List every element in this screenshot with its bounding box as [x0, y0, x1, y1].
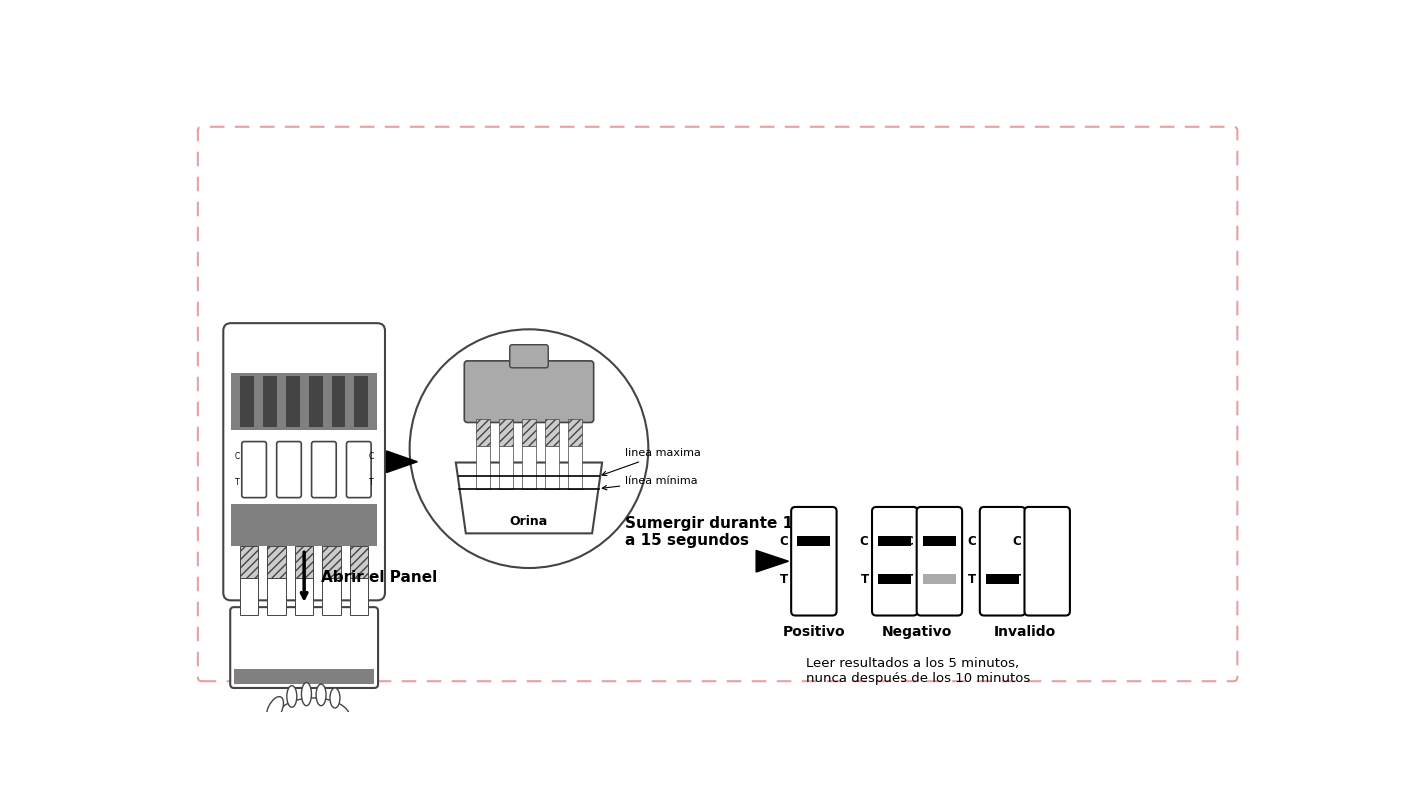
Text: linea maxima: linea maxima	[602, 448, 700, 476]
Text: Orina: Orina	[510, 514, 548, 527]
Polygon shape	[455, 462, 602, 534]
Bar	[923, 536, 955, 546]
Bar	[499, 419, 513, 446]
Ellipse shape	[266, 697, 283, 722]
Bar	[308, 376, 322, 427]
Ellipse shape	[277, 698, 350, 737]
Bar	[268, 578, 286, 615]
Bar	[240, 376, 254, 427]
Bar	[923, 574, 955, 584]
Polygon shape	[387, 451, 417, 473]
Text: C: C	[860, 534, 869, 548]
Text: Positivo: Positivo	[783, 625, 845, 639]
Bar	[878, 536, 911, 546]
FancyBboxPatch shape	[916, 507, 962, 615]
Bar	[240, 546, 258, 578]
Bar	[354, 376, 368, 427]
Text: Negativo: Negativo	[881, 625, 953, 639]
Bar	[476, 446, 490, 489]
Bar	[986, 574, 1019, 584]
Text: Invalido: Invalido	[993, 625, 1056, 639]
Bar	[263, 376, 277, 427]
Bar	[567, 446, 581, 489]
FancyBboxPatch shape	[871, 507, 918, 615]
Bar	[294, 546, 314, 578]
Bar	[545, 446, 559, 489]
FancyBboxPatch shape	[510, 345, 548, 368]
Ellipse shape	[317, 684, 326, 706]
Bar	[234, 669, 374, 684]
Bar	[240, 578, 258, 615]
FancyBboxPatch shape	[230, 607, 378, 688]
FancyBboxPatch shape	[242, 442, 266, 498]
Bar	[499, 446, 513, 489]
Text: C: C	[968, 534, 976, 548]
Bar	[268, 546, 286, 578]
Text: T: T	[860, 573, 869, 586]
Polygon shape	[757, 550, 789, 572]
Bar	[350, 578, 368, 615]
FancyBboxPatch shape	[276, 442, 301, 498]
Text: T: T	[1013, 573, 1021, 586]
Text: T: T	[235, 478, 240, 486]
Bar	[545, 419, 559, 446]
Text: T: T	[368, 478, 374, 486]
FancyBboxPatch shape	[311, 442, 336, 498]
Bar	[476, 419, 490, 446]
Text: línea mínima: línea mínima	[602, 476, 698, 490]
Bar	[567, 419, 581, 446]
FancyBboxPatch shape	[464, 361, 594, 422]
Bar	[322, 546, 340, 578]
Bar	[523, 419, 537, 446]
Bar	[332, 376, 346, 427]
Ellipse shape	[329, 688, 340, 708]
Bar	[294, 578, 314, 615]
FancyBboxPatch shape	[979, 507, 1026, 615]
Bar	[523, 446, 537, 489]
Text: T: T	[779, 573, 787, 586]
Bar	[231, 504, 377, 546]
Text: C: C	[1013, 534, 1021, 548]
Text: Abrir el Panel: Abrir el Panel	[321, 570, 437, 585]
FancyBboxPatch shape	[1024, 507, 1070, 615]
Ellipse shape	[301, 682, 311, 706]
Bar	[350, 546, 368, 578]
Ellipse shape	[287, 686, 297, 707]
Text: Sumergir durante 10
a 15 segundos: Sumergir durante 10 a 15 segundos	[625, 516, 804, 548]
Text: Leer resultados a los 5 minutos,
nunca después de los 10 minutos: Leer resultados a los 5 minutos, nunca d…	[806, 658, 1030, 686]
Bar	[286, 376, 300, 427]
FancyBboxPatch shape	[346, 442, 371, 498]
Circle shape	[409, 330, 649, 568]
Text: C: C	[779, 534, 787, 548]
FancyBboxPatch shape	[223, 323, 385, 600]
Text: C: C	[905, 534, 913, 548]
Text: C: C	[234, 453, 240, 462]
Bar	[322, 578, 340, 615]
Text: T: T	[968, 573, 976, 586]
Text: C: C	[368, 453, 374, 462]
Bar	[797, 536, 831, 546]
Text: T: T	[905, 573, 913, 586]
Bar	[231, 373, 377, 430]
FancyBboxPatch shape	[792, 507, 836, 615]
Bar	[878, 574, 911, 584]
